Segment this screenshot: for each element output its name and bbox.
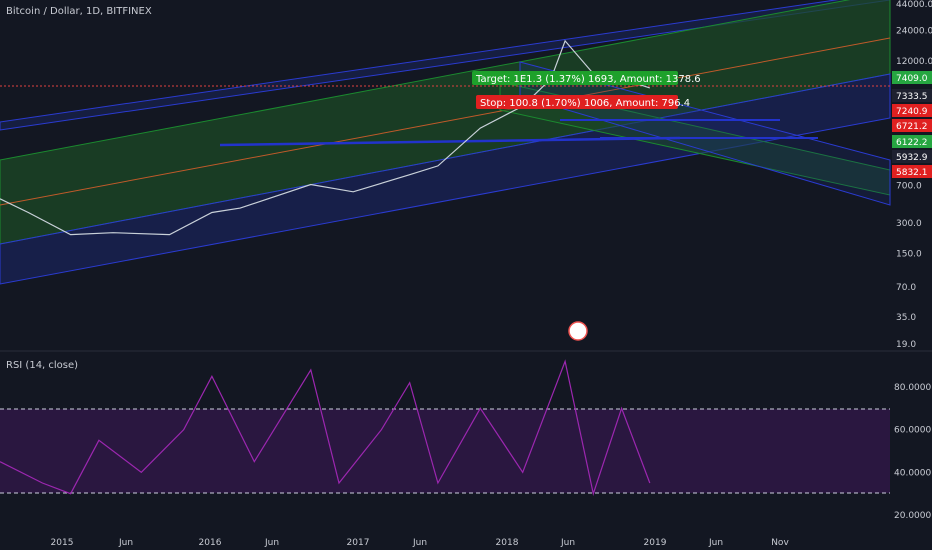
- price-tick-label: 24000.0: [896, 27, 932, 37]
- rsi-series: [0, 359, 651, 496]
- price-tick-label: 300.0: [896, 219, 922, 229]
- price-badge: 7333.5: [892, 89, 932, 102]
- price-tick-label: 35.0: [896, 313, 916, 323]
- price-badge: 6122.2: [892, 135, 932, 148]
- svg-text:5932.9: 5932.9: [896, 153, 928, 163]
- price-series: [0, 39, 650, 236]
- price-axis: 44000.0 24000.0 12000.0 700.0 300.0 150.0 70.0…: [892, 0, 932, 350]
- price-badge: 5932.9: [892, 150, 932, 163]
- time-tick-label: Jun: [708, 538, 723, 548]
- time-tick-label: 2016: [199, 538, 222, 548]
- price-tick-label: 12000.0: [896, 57, 932, 67]
- time-tick-label: Jun: [560, 538, 575, 548]
- rsi-axis: 80.0000 60.0000 40.0000 20.0000: [894, 383, 931, 521]
- svg-text:7333.5: 7333.5: [896, 92, 928, 102]
- rsi-band-fill: [0, 409, 890, 493]
- svg-text:6122.2: 6122.2: [896, 138, 928, 148]
- time-tick-label: 2018: [496, 538, 519, 548]
- trade-annotation-target: Target: 1E1.3 (1.37%) 1693, Amount: 1378…: [472, 71, 701, 85]
- price-tick-label: 150.0: [896, 249, 922, 259]
- time-tick-label: 2019: [644, 538, 667, 548]
- target-annotation-text: Target: 1E1.3 (1.37%) 1693, Amount: 1378…: [475, 74, 701, 85]
- time-tick-label: 2015: [51, 538, 74, 548]
- support-line-1: [219, 136, 681, 147]
- price-tick-label: 70.0: [896, 283, 916, 293]
- time-axis: 2015 Jun 2016 Jun 2017 Jun 2018 Jun 2019 Jun Nov: [51, 538, 790, 548]
- price-badge: 7409.0: [892, 71, 932, 84]
- chart-title: Bitcoin / Dollar, 1D, BITFINEX: [6, 6, 152, 17]
- time-tick-label: Jun: [412, 538, 427, 548]
- rsi-tick-label: 40.0000: [894, 468, 931, 478]
- rsi-tick-label: 20.0000: [894, 511, 931, 521]
- rsi-title: RSI (14, close): [6, 360, 79, 371]
- rsi-tick-label: 60.0000: [894, 426, 931, 436]
- price-tick-label: 44000.0: [896, 0, 932, 10]
- svg-text:5832.1: 5832.1: [896, 168, 928, 178]
- time-tick-label: Jun: [264, 538, 279, 548]
- svg-text:7240.9: 7240.9: [896, 107, 928, 117]
- trade-annotation-stop: Stop: 100.8 (1.70%) 1006, Amount: 796.4: [476, 95, 690, 109]
- price-tick-label: 19.0: [896, 340, 916, 350]
- price-badge: 5832.1: [892, 165, 932, 178]
- time-tick-label: 2017: [347, 538, 370, 548]
- price-badge: 6721.2: [892, 119, 932, 132]
- stop-annotation-text: Stop: 100.8 (1.70%) 1006, Amount: 796.4: [480, 98, 690, 109]
- svg-text:6721.2: 6721.2: [896, 122, 928, 132]
- time-tick-label: Jun: [118, 538, 133, 548]
- rsi-tick-label: 80.0000: [894, 383, 931, 393]
- price-tick-label: 700.0: [896, 182, 922, 192]
- channel-midline: [0, 37, 891, 206]
- time-tick-label: Nov: [771, 538, 789, 548]
- svg-text:7409.0: 7409.0: [896, 74, 928, 84]
- blue-channel-upper: [0, 0, 891, 131]
- channel-layer: [0, 0, 891, 285]
- price-badge: 7240.9: [892, 104, 932, 117]
- event-marker-icon[interactable]: [568, 321, 588, 341]
